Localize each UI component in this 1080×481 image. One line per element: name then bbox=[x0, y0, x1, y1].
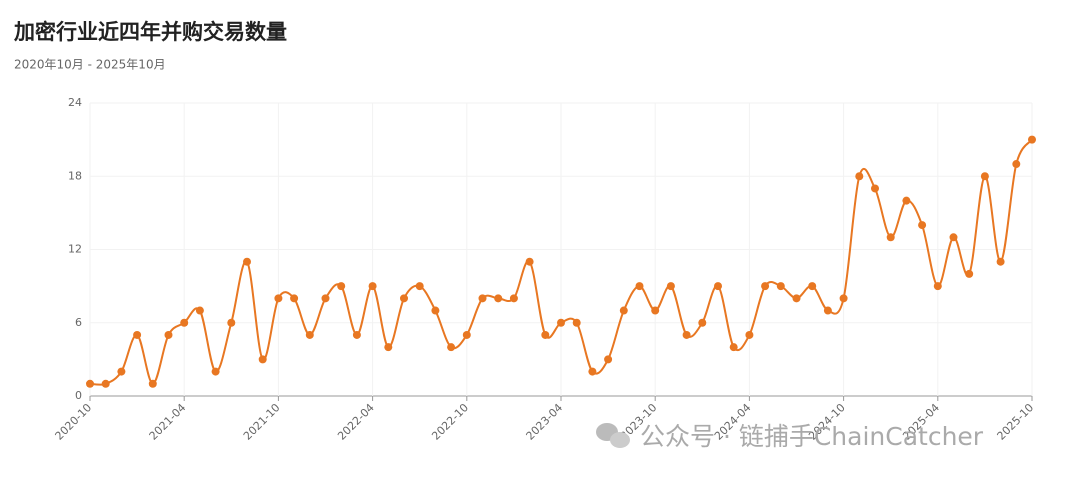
y-tick-label: 24 bbox=[68, 96, 82, 109]
x-tick-label: 2021-10 bbox=[241, 401, 283, 443]
point bbox=[1012, 160, 1021, 169]
x-tick-label: 2022-10 bbox=[429, 401, 471, 443]
point bbox=[666, 282, 675, 291]
x-tick-label: 2025-10 bbox=[995, 401, 1037, 443]
point bbox=[714, 282, 722, 291]
point bbox=[337, 282, 346, 291]
point bbox=[839, 294, 848, 303]
point bbox=[996, 257, 1005, 266]
point bbox=[321, 294, 330, 303]
point bbox=[776, 282, 785, 291]
x-tick-label: 2023-04 bbox=[524, 401, 566, 443]
y-tick-label: 12 bbox=[68, 243, 82, 256]
point bbox=[415, 282, 424, 291]
point bbox=[211, 367, 220, 376]
point bbox=[729, 343, 738, 352]
point bbox=[902, 196, 911, 205]
point bbox=[494, 294, 503, 303]
x-tick-label: 2021-04 bbox=[147, 401, 189, 443]
point bbox=[855, 172, 864, 181]
point bbox=[698, 318, 707, 327]
point bbox=[918, 221, 927, 230]
point bbox=[400, 294, 408, 303]
point bbox=[462, 330, 471, 339]
point bbox=[86, 379, 94, 388]
point bbox=[886, 233, 895, 242]
point bbox=[761, 282, 770, 291]
point bbox=[243, 257, 251, 266]
point bbox=[557, 318, 565, 327]
point bbox=[572, 318, 581, 327]
point bbox=[635, 282, 644, 291]
point bbox=[133, 330, 142, 339]
point bbox=[180, 318, 189, 327]
point bbox=[431, 306, 440, 315]
watermark-icon bbox=[596, 423, 630, 448]
point bbox=[274, 294, 283, 303]
point bbox=[384, 343, 393, 352]
point bbox=[682, 330, 691, 339]
y-tick-label: 0 bbox=[75, 389, 82, 402]
point bbox=[965, 269, 974, 278]
point bbox=[525, 257, 534, 266]
point bbox=[447, 343, 456, 352]
x-tick-label: 2020-10 bbox=[53, 401, 95, 443]
point bbox=[949, 233, 958, 242]
point bbox=[933, 282, 942, 291]
point bbox=[745, 330, 754, 339]
point bbox=[305, 330, 314, 339]
point bbox=[541, 330, 550, 339]
point bbox=[619, 306, 628, 315]
chart-subtitle: 2020年10月 - 2025年10月 bbox=[14, 58, 166, 72]
point bbox=[478, 294, 487, 303]
x-tick-label: 2022-04 bbox=[335, 401, 377, 443]
point bbox=[164, 330, 173, 339]
watermark: 公众号 · 链捕手ChainCatcher bbox=[640, 422, 984, 451]
point bbox=[117, 367, 126, 376]
point bbox=[871, 184, 879, 193]
point bbox=[588, 367, 597, 376]
point bbox=[792, 294, 801, 303]
y-tick-label: 6 bbox=[75, 316, 82, 329]
point bbox=[651, 306, 660, 315]
point bbox=[352, 330, 361, 339]
point bbox=[258, 355, 267, 364]
point bbox=[101, 379, 110, 388]
y-tick-label: 18 bbox=[68, 169, 82, 182]
point bbox=[604, 355, 613, 364]
point bbox=[290, 294, 299, 303]
point bbox=[368, 282, 377, 291]
point bbox=[808, 282, 817, 291]
point bbox=[227, 318, 236, 327]
point bbox=[1028, 135, 1036, 144]
point bbox=[195, 306, 204, 315]
point bbox=[509, 294, 518, 303]
point bbox=[823, 306, 832, 315]
point bbox=[148, 379, 157, 388]
point bbox=[980, 172, 989, 181]
chart-title: 加密行业近四年并购交易数量 bbox=[13, 20, 287, 44]
